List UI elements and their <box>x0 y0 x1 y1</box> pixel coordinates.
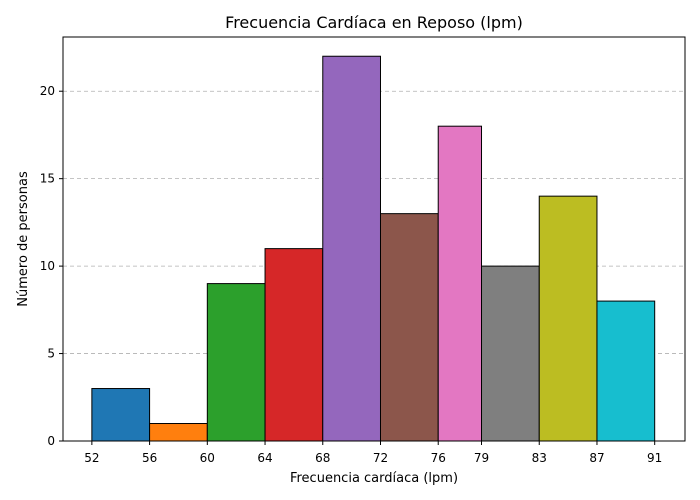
plot-area-frame <box>62 36 686 442</box>
histogram-bar <box>596 300 656 442</box>
histogram-bar <box>322 55 381 442</box>
y-tick-label: 20 <box>40 84 55 98</box>
x-tick-label: 91 <box>647 451 662 465</box>
x-tick-label: 52 <box>84 451 99 465</box>
histogram-bar <box>379 213 439 442</box>
y-tick-label: 10 <box>40 259 55 273</box>
histogram-bar <box>264 248 324 442</box>
x-tick-label: 68 <box>315 451 330 465</box>
x-tick-label: 79 <box>474 451 489 465</box>
x-tick-label: 72 <box>373 451 388 465</box>
histogram-bar <box>538 195 598 442</box>
y-tick-label: 15 <box>40 172 55 186</box>
x-tick-label: 83 <box>532 451 547 465</box>
y-tick-label: 5 <box>47 347 55 361</box>
x-axis-ticks: 52 56 60 64 68 72 76 79 83 87 91 <box>84 441 662 465</box>
histogram-bar <box>481 265 540 442</box>
chart-title: Frecuencia Cardíaca en Reposo (lpm) <box>225 13 523 32</box>
histogram-bar <box>91 388 151 442</box>
y-axis-label: Número de personas <box>16 171 31 307</box>
x-axis-label: Frecuencia cardíaca (lpm) <box>290 471 458 486</box>
histogram-bars <box>91 55 656 442</box>
x-tick-label: 60 <box>200 451 215 465</box>
histogram-bar <box>149 423 208 442</box>
x-tick-label: 76 <box>431 451 446 465</box>
histogram-bar <box>437 125 483 442</box>
x-tick-label: 56 <box>142 451 157 465</box>
x-tick-label: 64 <box>257 451 272 465</box>
y-tick-label: 0 <box>47 434 55 448</box>
x-tick-label: 87 <box>589 451 604 465</box>
histogram-bar <box>206 283 266 442</box>
y-axis-ticks: 0 5 10 15 20 <box>40 84 63 448</box>
